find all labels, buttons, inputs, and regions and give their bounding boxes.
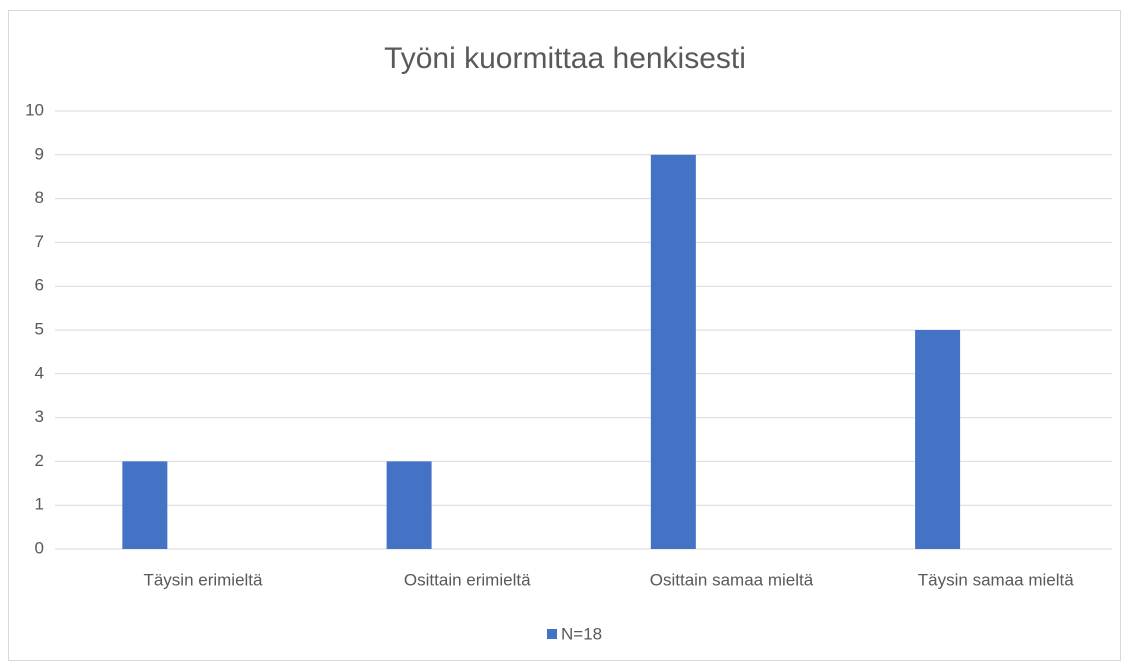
y-tick-label: 4 [35,363,44,382]
chart-title: Työni kuormittaa henkisesti [384,42,746,75]
legend-label: N=18 [561,624,602,643]
legend-swatch [547,629,557,639]
y-tick-label: 6 [35,276,44,295]
x-tick-label: Täysin erimieltä [143,570,263,589]
x-tick-label: Osittain erimieltä [404,570,531,589]
x-tick-label: Täysin samaa mieltä [918,570,1074,589]
y-tick-label: 8 [35,188,44,207]
bar [650,154,696,550]
bar [915,330,961,549]
y-tick-label: 0 [35,538,44,557]
x-tick-label: Osittain samaa mieltä [650,570,814,589]
y-tick-label: 1 [35,495,44,514]
y-tick-label: 9 [35,144,44,163]
y-tick-label: 3 [35,407,44,426]
bar [122,461,168,549]
bar [386,461,432,549]
y-tick-label: 7 [35,232,44,251]
y-tick-label: 5 [35,319,44,338]
y-tick-label: 10 [25,100,44,119]
y-tick-label: 2 [35,451,44,470]
